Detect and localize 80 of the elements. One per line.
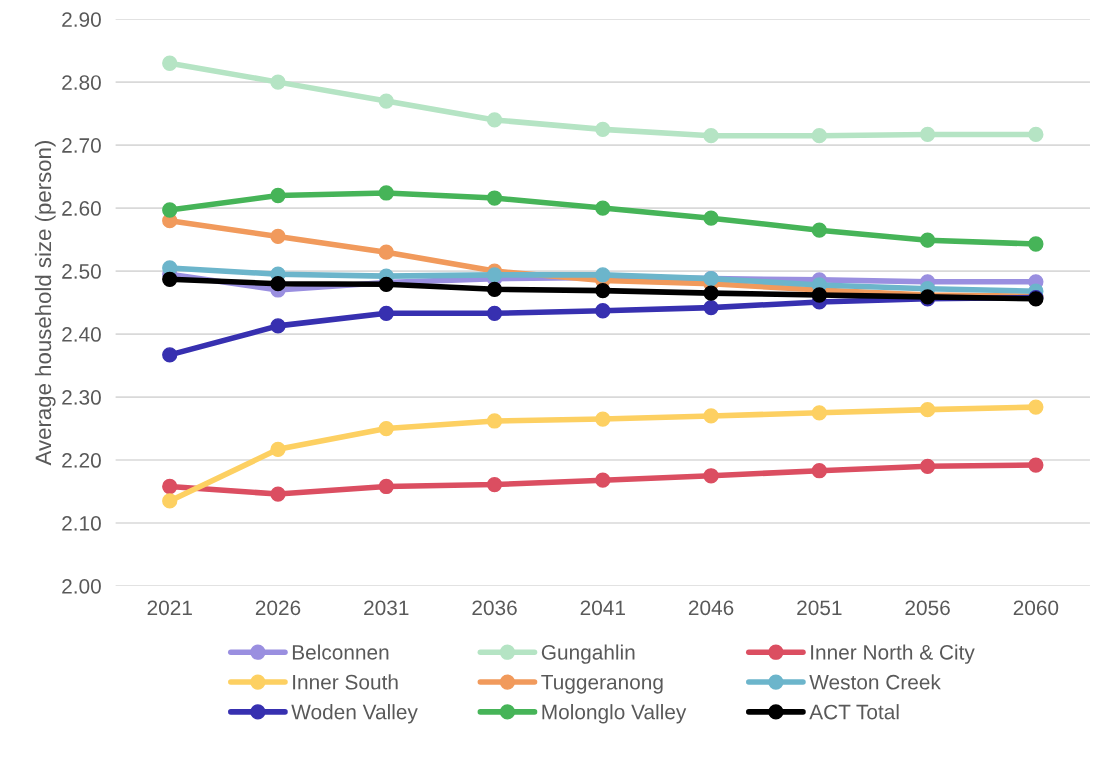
point <box>811 222 827 238</box>
point <box>486 281 503 297</box>
point <box>919 402 936 418</box>
y-tick-label: 2.70 <box>62 138 101 153</box>
x-tick-label: 2021 <box>147 600 192 616</box>
point <box>378 305 394 321</box>
legend-label: Gungahlin <box>541 644 635 664</box>
point <box>811 463 827 479</box>
point <box>811 128 827 144</box>
legend-label: Tuggeranong <box>541 675 663 694</box>
legend-label: Woden Valley <box>291 704 418 724</box>
point <box>595 411 611 427</box>
y-tick-label: 2.60 <box>62 201 101 216</box>
point <box>703 285 719 301</box>
y-axis-title: Average household size (person) <box>34 141 56 466</box>
y-tick-label: 2.30 <box>62 390 101 405</box>
point <box>378 420 394 437</box>
x-tick-label: 2041 <box>580 600 625 616</box>
legend-label: ACT Total <box>809 704 899 720</box>
point <box>486 190 503 206</box>
x-tick-label: 2056 <box>905 600 950 616</box>
y-tick-label: 2.80 <box>62 75 101 90</box>
point <box>1028 457 1044 473</box>
point <box>270 486 286 502</box>
y-tick-label: 2.00 <box>62 578 101 594</box>
point <box>486 112 503 128</box>
point <box>270 276 286 292</box>
point <box>595 121 611 138</box>
x-tick-label: 2036 <box>472 600 517 616</box>
point <box>378 93 394 109</box>
point <box>703 128 719 144</box>
legend-label: Inner North & City <box>811 644 975 664</box>
point <box>162 271 178 287</box>
point <box>270 187 286 204</box>
point <box>919 126 936 143</box>
point <box>270 228 286 245</box>
x-tick-label: 2051 <box>797 600 842 616</box>
point <box>486 305 503 321</box>
point <box>378 244 394 260</box>
point <box>703 299 719 316</box>
point <box>811 405 827 421</box>
point <box>378 185 394 201</box>
point <box>162 202 178 218</box>
point <box>1028 399 1044 415</box>
point <box>162 478 178 495</box>
legend-label: Weston Creek <box>809 674 941 690</box>
point <box>486 413 503 429</box>
point <box>270 74 286 90</box>
point <box>595 200 611 216</box>
point <box>703 468 719 484</box>
x-tick-label: 2060 <box>1013 600 1059 616</box>
point <box>595 303 611 319</box>
point <box>1028 126 1044 143</box>
y-tick-label: 2.10 <box>62 516 101 531</box>
point <box>919 232 936 248</box>
point <box>270 318 286 334</box>
y-tick-label: 2.90 <box>62 12 101 27</box>
x-tick-label: 2031 <box>364 600 409 616</box>
point <box>703 210 719 226</box>
point <box>1028 236 1044 252</box>
legend-label: Molonglo Valley <box>542 704 687 724</box>
point <box>811 287 827 303</box>
x-tick-label: 2026 <box>255 600 301 616</box>
y-tick-label: 2.50 <box>62 264 101 279</box>
point <box>162 493 178 509</box>
point <box>595 472 611 488</box>
point <box>703 408 719 424</box>
point <box>486 267 503 283</box>
point <box>919 458 936 474</box>
legend-label: Belconnen <box>292 644 389 660</box>
y-tick-label: 2.40 <box>62 327 101 342</box>
x-tick-label: 2046 <box>688 600 734 616</box>
point <box>595 282 611 299</box>
point <box>162 347 178 363</box>
y-tick-label: 2.20 <box>62 453 101 468</box>
point <box>270 441 286 457</box>
point <box>378 478 394 495</box>
point <box>486 476 503 493</box>
legend-label: Inner South <box>293 674 398 690</box>
point <box>162 55 178 71</box>
